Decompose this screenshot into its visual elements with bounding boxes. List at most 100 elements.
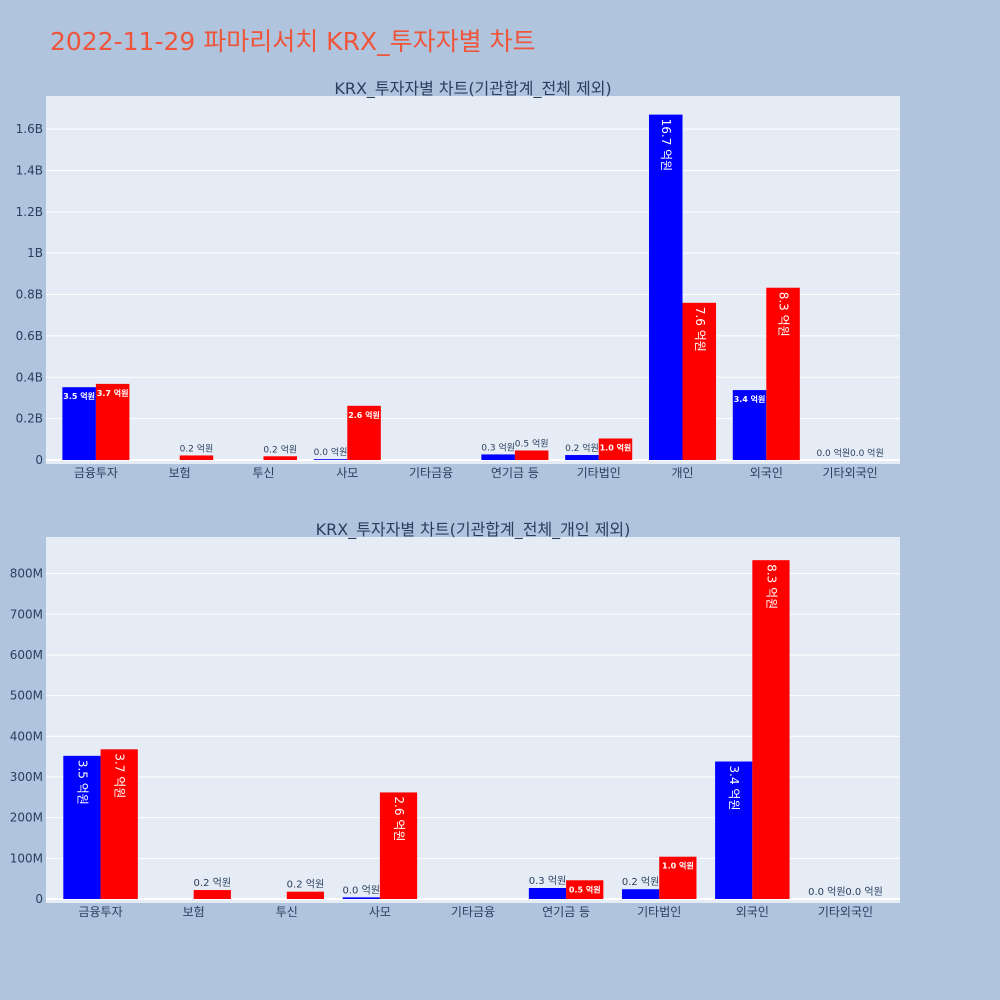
- x-tick-label: 금융투자: [78, 905, 122, 919]
- x-axis-ticks-top: 금융투자 보험 투신 사모 기타금융 연기금 등 기타법인 개인 외국인 기타외국인: [74, 466, 878, 480]
- bar-labels-bottom: 3.5 억원 3.7 억원 0.2 억원 0.2 억원 0.0 억원 2.6 억원 0.3 …: [75, 564, 882, 898]
- bar-sell: [682, 302, 717, 460]
- bar-buy: [621, 889, 660, 899]
- bar-data-label: 0.0 억원: [343, 884, 380, 896]
- bar-buy: [62, 387, 96, 460]
- y-tick-label: 300M: [10, 770, 43, 784]
- y-axis-ticks-top: 0 0.2B 0.4B 0.6B 0.8B 1B 1.2B 1.4B 1.6B: [16, 122, 43, 467]
- bar-data-label: 0.2 억원: [263, 443, 297, 455]
- x-tick-label: 투신: [252, 466, 274, 480]
- bar-buy: [481, 454, 515, 460]
- bar-sell: [95, 383, 130, 460]
- x-tick-label: 외국인: [736, 905, 769, 919]
- x-tick-label: 보험: [183, 905, 205, 919]
- bar-data-label: 3.7 억원: [97, 388, 129, 398]
- x-tick-label: 기타외국인: [818, 905, 873, 919]
- bars-bottom: [63, 560, 790, 899]
- bar-sell: [286, 891, 325, 899]
- x-tick-label: 개인: [671, 466, 693, 480]
- y-tick-label: 0.4B: [16, 370, 43, 384]
- x-tick-label: 금융투자: [74, 466, 118, 480]
- y-tick-label: 700M: [10, 607, 43, 621]
- y-tick-label: 800M: [10, 567, 43, 581]
- x-tick-label: 연기금 등: [491, 466, 539, 480]
- x-tick-label: 기타법인: [577, 466, 621, 480]
- bar-buy: [648, 114, 683, 460]
- y-tick-label: 400M: [10, 729, 43, 743]
- bar-data-label: 8.3 억원: [764, 564, 778, 609]
- bar-data-label: 0.5 억원: [569, 884, 601, 894]
- bar-data-label: 16.7 억원: [659, 119, 673, 172]
- bar-sell: [379, 792, 418, 899]
- bar-data-label: 1.0 억원: [600, 442, 632, 452]
- y-tick-label: 200M: [10, 811, 43, 825]
- bar-data-label: 0.5 억원: [515, 437, 549, 449]
- bar-sell: [752, 560, 790, 899]
- bar-data-label: 0.0 억원: [808, 886, 845, 898]
- y-tick-label: 1.6B: [16, 122, 43, 136]
- bar-sell: [514, 450, 549, 460]
- y-tick-label: 1.2B: [16, 205, 43, 219]
- x-tick-label: 기타법인: [637, 905, 681, 919]
- bar-sell: [347, 405, 381, 460]
- y-tick-label: 100M: [10, 851, 43, 865]
- bar-data-label: 0.0 억원: [845, 886, 882, 898]
- bar-data-label: 0.2 억원: [194, 877, 231, 889]
- page-title: 2022-11-29 파마리서치 KRX_투자자별 차트: [50, 27, 536, 56]
- bar-buy: [732, 390, 767, 460]
- bar-sell: [193, 890, 231, 899]
- bar-data-label: 0.0 억원: [314, 446, 348, 458]
- bar-data-label: 0.2 억원: [287, 879, 324, 891]
- y-tick-label: 600M: [10, 648, 43, 662]
- chart-title-bottom: KRX_투자자별 차트(기관합계_전체_개인 제외): [316, 520, 631, 540]
- bar-sell: [598, 438, 633, 460]
- bar-buy: [528, 888, 567, 899]
- x-tick-label: 외국인: [750, 466, 783, 480]
- y-tick-label: 0.6B: [16, 329, 43, 343]
- x-tick-label: 보험: [169, 466, 191, 480]
- bar-buy: [565, 455, 599, 460]
- x-tick-label: 기타외국인: [822, 466, 877, 480]
- bar-data-label: 7.6 억원: [693, 307, 707, 352]
- y-tick-label: 0.8B: [16, 288, 43, 302]
- bar-data-label: 0.2 억원: [565, 442, 599, 454]
- bar-data-label: 1.0 억원: [662, 861, 694, 871]
- bar-data-label: 3.5 억원: [63, 391, 95, 401]
- x-tick-label: 투신: [276, 905, 298, 919]
- chart-title-top: KRX_투자자별 차트(기관합계_전체 제외): [334, 79, 611, 99]
- bar-data-label: 0.2 억원: [622, 876, 659, 888]
- y-axis-ticks-bottom: 0 100M 200M 300M 400M 500M 600M 700M 800M: [10, 567, 43, 906]
- x-tick-label: 기타금융: [451, 905, 495, 919]
- bar-buy: [63, 755, 101, 899]
- bar-sell: [659, 856, 697, 899]
- bar-buy: [715, 761, 753, 899]
- y-tick-label: 1B: [27, 246, 43, 260]
- bar-data-label: 3.7 억원: [113, 753, 127, 798]
- bar-data-label: 3.5 억원: [75, 760, 89, 805]
- bars-top: [62, 114, 800, 460]
- bar-data-label: 0.3 억원: [481, 441, 515, 453]
- bar-data-label: 0.3 억원: [529, 875, 566, 887]
- y-tick-label: 1.4B: [16, 163, 43, 177]
- bar-buy: [313, 459, 348, 460]
- bar-data-label: 0.2 억원: [180, 442, 214, 454]
- y-tick-label: 0: [35, 453, 43, 467]
- x-tick-label: 사모: [336, 466, 358, 480]
- bar-sell: [263, 456, 298, 460]
- bar-buy: [342, 897, 380, 899]
- bar-data-label: 8.3 억원: [777, 292, 791, 337]
- bar-data-label: 3.4 억원: [734, 394, 766, 404]
- y-tick-label: 0: [35, 892, 43, 906]
- bar-labels-top: 3.5 억원 3.7 억원 0.2 억원 0.2 억원 0.0 억원 2.6 억원 0.3 …: [63, 119, 883, 459]
- y-tick-label: 0.2B: [16, 412, 43, 426]
- bar-data-label: 2.6 억원: [348, 410, 380, 420]
- bar-data-label: 2.6 억원: [392, 796, 406, 841]
- y-tick-label: 500M: [10, 689, 43, 703]
- x-tick-label: 기타금융: [409, 466, 453, 480]
- bar-data-label: 3.4 억원: [727, 766, 741, 811]
- x-axis-ticks-bottom: 금융투자 보험 투신 사모 기타금융 연기금 등 기타법인 외국인 기타외국인: [78, 905, 873, 919]
- bar-sell: [100, 749, 138, 899]
- x-tick-label: 사모: [369, 905, 391, 919]
